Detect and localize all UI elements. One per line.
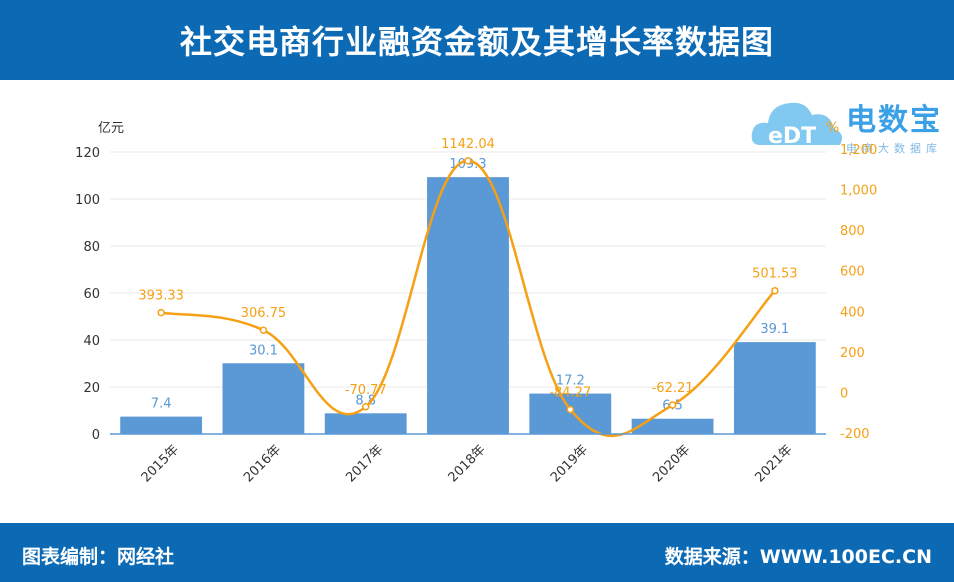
bar-value-label: 17.2 (556, 374, 585, 389)
footer: 图表编制：网经社 数据来源：WWW.100EC.CN (0, 523, 954, 582)
y-left-tick-label: 20 (83, 381, 100, 396)
bar-value-label: 39.1 (760, 322, 789, 337)
line-point (771, 286, 779, 295)
y-right-tick-label: 1,000 (840, 184, 877, 199)
y-right-tick-label: 400 (840, 305, 865, 320)
bar-value-label: 8.8 (355, 393, 376, 408)
y-left-tick-label: 100 (75, 193, 100, 208)
line-value-label: 501.53 (752, 267, 798, 282)
line-value-label: 393.33 (138, 289, 184, 304)
line-point (157, 308, 165, 317)
logo-subtitle: 电商大数据库 (846, 142, 942, 155)
cloud-logo-icon: eDT (751, 102, 842, 149)
y-left-tick-label: 60 (83, 287, 100, 302)
x-tick-label: 2015年 (139, 442, 182, 485)
x-tick-label: 2016年 (241, 442, 284, 485)
line-series: 393.33 306.75 -70.77 1142.04 -84.27 -62.21 501… (138, 137, 798, 438)
y-right-tick-label: 800 (840, 224, 865, 239)
line-value-label: 306.75 (241, 306, 287, 321)
bar-value-label: 30.1 (249, 343, 278, 358)
logo-mark: eDT (768, 124, 816, 149)
bar (529, 393, 612, 434)
bar (324, 413, 407, 434)
line-value-label: -62.21 (652, 381, 694, 396)
chart-title: 社交电商行业融资金额及其增长率数据图 (179, 23, 774, 61)
x-tick-label: 2018年 (446, 442, 489, 485)
y-right-tick-label: 0 (840, 386, 848, 401)
bar (120, 416, 203, 434)
line-point (361, 403, 370, 411)
logo-brand: 电数宝 (846, 103, 942, 138)
bar (733, 342, 816, 434)
bar (222, 363, 305, 434)
y-right-tick-label: 200 (840, 346, 865, 361)
x-tick-label: 2017年 (343, 442, 386, 485)
y-left-unit: 亿元 (98, 121, 124, 136)
y-right-tick-label: 1,200 (840, 143, 877, 158)
line-point (566, 405, 575, 414)
bar-value-label: 109.3 (449, 157, 486, 172)
logo: eDT 电数宝 电商大数据库 (750, 85, 950, 165)
chart-header: 社交电商行业融资金额及其增长率数据图 (0, 0, 954, 80)
line-point (259, 326, 268, 334)
line-point (464, 157, 472, 165)
y-left-tick-label: 40 (83, 334, 100, 349)
x-tick-label: 2021年 (752, 442, 795, 485)
y-right-tick-label: -200 (840, 427, 870, 442)
bar-value-label: 7.4 (151, 397, 172, 412)
y-right-unit: % (826, 120, 839, 136)
footer-compiler: 图表编制：网经社 (22, 546, 175, 568)
y-left-tick-label: 120 (75, 146, 100, 161)
line-value-label: -70.77 (345, 383, 387, 398)
line-value-label: 1142.04 (441, 137, 495, 152)
bar (427, 177, 509, 434)
line-point (668, 401, 677, 409)
line-value-label: -84.27 (549, 386, 591, 401)
y-right-tick-label: 600 (840, 265, 865, 280)
bar (631, 418, 714, 434)
x-tick-label: 2019年 (548, 442, 591, 485)
y-left-tick-label: 0 (92, 428, 100, 443)
y-left-tick-label: 80 (83, 240, 100, 255)
footer-source: 数据来源：WWW.100EC.CN (664, 546, 932, 568)
x-tick-label: 2020年 (650, 442, 693, 485)
